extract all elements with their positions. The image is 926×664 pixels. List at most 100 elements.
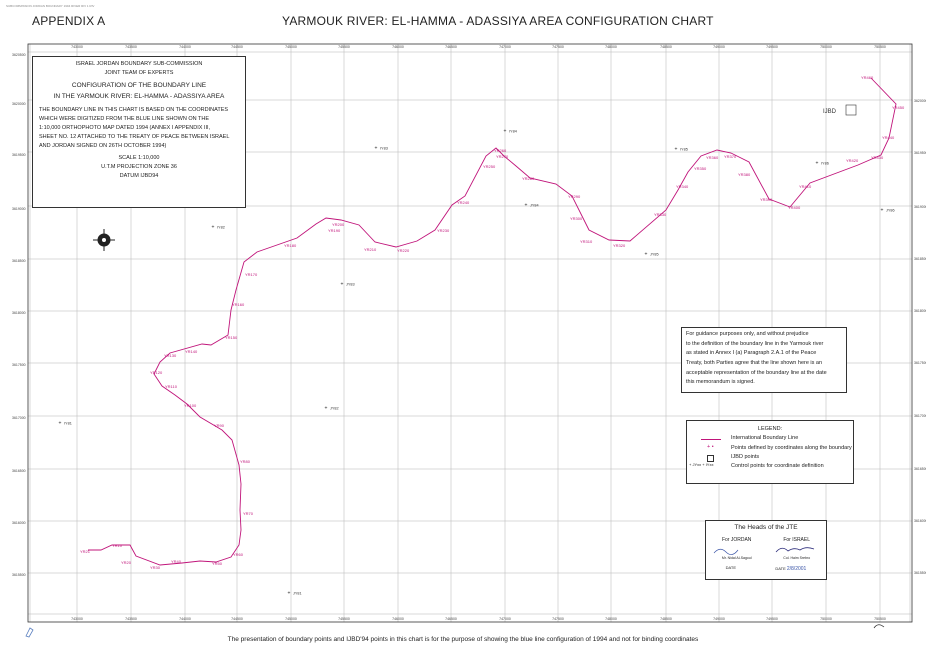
x-tick-label-bottom: 750500 [874,617,886,621]
y-tick-label-left: 3616000 [12,521,26,525]
x-tick-label-top: 750500 [874,45,886,49]
boundary-point-label: YR40 [171,559,182,564]
x-tick-label-bottom: 743500 [125,617,137,621]
y-tick-label-left: 3616500 [12,469,26,473]
info-projection: U.T.M PROJECTION ZONE 36 [101,163,177,170]
x-tick-label-top: 744000 [179,45,191,49]
x-tick-label-bottom: 745000 [285,617,297,621]
guidance-note: For guidance purposes only, and without … [681,327,847,393]
boundary-point-label: YR440 [882,135,895,140]
control-point-label: JY86 [886,209,895,213]
signature-scribbles [713,547,815,555]
boundary-point-label: YR20 [121,560,132,565]
control-point-marker: + [504,129,507,135]
boundary-point-label: YR10 [112,543,123,548]
control-point-label: JY84 [530,204,539,208]
scan-mark-left [25,627,34,638]
control-point-marker: + [325,406,328,412]
boundary-point-label: YR200 [332,222,345,227]
boundary-line-swatch [701,439,721,441]
x-tick-label-bottom: 747000 [499,617,511,621]
boundary-line [88,77,897,566]
boundary-point-label: YR460 [861,75,874,80]
boundary-point-label: YR310 [580,239,593,244]
control-point-label: IY86 [821,162,829,166]
boundary-point-label: YR420 [846,158,859,163]
legend-item: International Boundary Line [731,435,799,442]
boundary-point-swatch: + • [707,443,714,450]
boundary-point-label: YR410 [799,184,812,189]
map-frame [27,43,913,623]
x-tick-label-bottom: 749000 [713,617,725,621]
x-tick-label-bottom: 747500 [552,617,564,621]
y-tick-label-right: 3616000 [914,519,926,523]
info-datum: DATUM IJBD94 [119,173,159,179]
x-tick-label-top: 749000 [713,45,725,49]
control-point-marker: + [881,208,884,214]
signature-box: The Heads of the JTE For JORDAN For ISRA… [705,520,827,580]
y-tick-label-left: 3620000 [12,102,26,106]
x-tick-label-top: 749500 [766,45,778,49]
boundary-point-label: YR450 [892,105,905,110]
info-org: ISRAEL JORDAN BOUNDARY SUB-COMMISSION [75,61,203,67]
boundary-point-label: YR390 [760,197,773,202]
guidance-line: to the definition of the boundary line i… [686,340,824,347]
x-tick-label-bottom: 743000 [71,617,83,621]
boundary-point-label: YR140 [185,349,198,354]
signature-title: The Heads of the JTE [734,524,798,531]
legend-item: IJBD points [731,454,760,461]
control-point-swatch: + JYxx + IYxx [689,462,714,468]
boundary-point-label: YR260 [494,148,507,153]
boundary-point-label: YR90 [214,423,225,428]
x-tick-label-top: 746000 [392,45,404,49]
x-tick-label-top: 744500 [231,45,243,49]
ijbd-point: IJBD [823,104,857,116]
x-tick-label-top: 743500 [125,45,137,49]
y-tick-label-right: 3619500 [914,151,926,155]
y-tick-label-left: 3617500 [12,363,26,367]
guidance-line: Treaty, both Parties agree that the line… [686,359,823,366]
info-body-line: AND JORDAN SIGNED ON 26TH OCTOBER 1994) [39,142,167,149]
y-tick-label-right: 3619000 [914,205,926,209]
control-point-label: IY85 [680,148,688,152]
israel-date-label: DATE [775,565,786,571]
x-tick-label-top: 745000 [285,45,297,49]
x-tick-label-top: 748500 [660,45,672,49]
x-tick-label-bottom: 748000 [605,617,617,621]
y-tick-label-left: 3619500 [12,153,26,157]
boundary-point-label: YR21 [80,549,91,554]
control-point-marker: + [525,203,528,209]
boundary-point-label: YR180 [284,243,297,248]
israel-date: 2/8/2001 [786,565,807,572]
y-tick-label-left: 3615500 [12,573,26,577]
info-scale: SCALE 1:10,000 [118,154,160,161]
info-team: JOINT TEAM OF EXPERTS [104,70,174,77]
info-heading-1: CONFIGURATION OF THE BOUNDARY LINE [71,82,207,90]
control-point-marker: + [645,252,648,258]
scan-mark-right [873,624,885,629]
boundary-point-label: YR290 [568,194,581,199]
guidance-line: this memorandum is signed. [686,379,755,386]
x-tick-label-top: 743000 [71,45,83,49]
boundary-point-label: YR280 [522,176,535,181]
info-body-line: 1:10,000 ORTHOPHOTO MAP DATED 1994 (ANNE… [39,124,211,131]
info-heading-2: IN THE YARMOUK RIVER: EL-HAMMA - ADASSIY… [53,92,225,100]
control-point-marker: + [288,591,291,597]
ijbd-label: IJBD [823,109,837,115]
x-tick-label-top: 747000 [499,45,511,49]
legend-item: Points defined by coordinates along the … [731,444,852,451]
boundary-point-label: YR210 [364,247,377,252]
boundary-point-label: YR340 [676,184,689,189]
y-tick-label-left: 3617000 [12,416,26,420]
control-point-label: JY85 [650,253,659,257]
y-tick-label-left: 3618500 [12,259,26,263]
guidance-line: For guidance purposes only, and without … [686,331,809,337]
boundary-point-label: YR120 [150,370,163,375]
boundary-point-label: YR150 [225,335,238,340]
boundary-point-label: YR300 [570,216,583,221]
israel-signer: Col. Haim Srebro [783,555,811,560]
control-point-marker: + [212,225,215,231]
boundary-point-label: YR220 [397,248,410,253]
boundary-point-label: YR360 [706,155,719,160]
boundary-point-label: YR30 [150,565,161,570]
